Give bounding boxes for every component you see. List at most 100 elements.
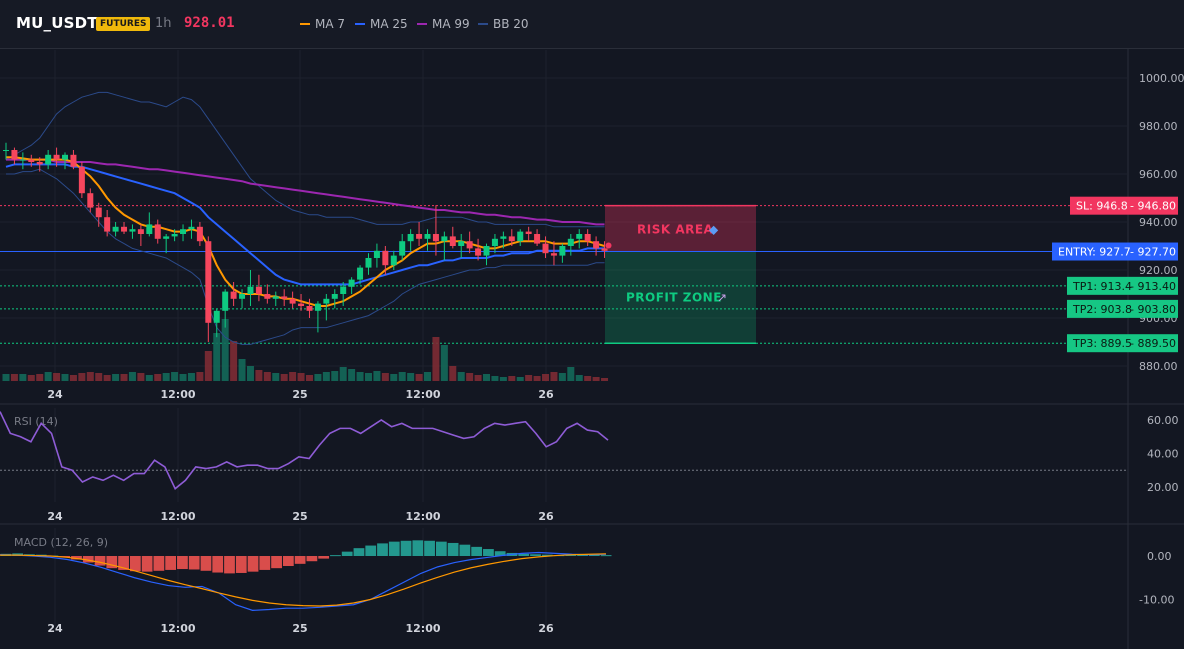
candle-body [95, 207, 102, 218]
candle-body [230, 291, 237, 299]
macd-axis-tick: 0.00 [1147, 550, 1172, 563]
macd-time-tick: 12:00 [405, 622, 440, 635]
candle-body [323, 298, 330, 304]
ma99-swatch-icon [417, 23, 427, 25]
price-axis-tick: 980.00 [1139, 120, 1178, 133]
rsi-axis-tick: 60.00 [1147, 414, 1179, 427]
volume-bar [474, 375, 482, 381]
macd-histogram-bar [412, 540, 424, 556]
volume-bar [246, 366, 254, 381]
legend-ma7[interactable]: MA 7 [300, 17, 345, 31]
candle-body [28, 159, 35, 162]
macd-histogram-bar [471, 546, 483, 556]
volume-bar [297, 373, 305, 381]
rsi-time-tick: 25 [292, 510, 307, 523]
volume-bar [305, 375, 313, 381]
volume-bar [364, 373, 372, 381]
price-tags: SL: 946.8- 946.80 ENTRY: 927.7- 927.70 TP1… [1052, 196, 1178, 353]
macd-histogram-bar [518, 553, 530, 556]
volume-bar [27, 375, 35, 381]
candle-body [255, 286, 262, 294]
macd-histogram-bar [459, 544, 471, 556]
candle-body [416, 234, 423, 239]
bb-upper-line [5, 91, 605, 228]
volume-bar [78, 373, 86, 381]
macd-histogram-bar [235, 556, 247, 573]
volume-bar [53, 373, 61, 381]
candle-body [121, 226, 128, 232]
legend-bb20[interactable]: BB 20 [478, 17, 529, 31]
macd-histogram-bar [94, 556, 106, 566]
volume-bars [2, 319, 609, 381]
candle-body [196, 226, 203, 242]
candle-body [584, 234, 591, 242]
candle-body [407, 234, 414, 242]
take-profit-tag-1-axis-value: - 913.40 [1130, 280, 1176, 293]
ma7-swatch-icon [300, 23, 310, 25]
rsi-title: RSI (14) [14, 415, 58, 428]
volume-bar [36, 374, 44, 381]
candle-body [559, 246, 566, 256]
volume-bar [10, 374, 18, 381]
volume-bar [103, 375, 111, 381]
volume-bar [525, 375, 533, 381]
volume-bar [137, 373, 145, 381]
macd-signal-line [0, 553, 607, 607]
volume-bar [187, 373, 195, 381]
candle-body [525, 231, 532, 234]
candle-body [424, 234, 431, 239]
macd-histogram-bar [494, 551, 506, 556]
macd-panel: MACD (12, 26, 9) [0, 536, 612, 611]
rsi-time-tick: 12:00 [405, 510, 440, 523]
volume-bar [415, 374, 423, 381]
macd-histogram-bar [353, 548, 365, 556]
futures-badge: FUTURES [96, 17, 151, 31]
candle-body [298, 303, 305, 306]
risk-area-zone [605, 205, 756, 252]
profit-zone [605, 251, 756, 344]
take-profit-tag-3-label: TP3: 889.5 [1072, 337, 1132, 350]
candle-body [45, 154, 52, 165]
macd-histogram-bar [447, 542, 459, 556]
candle-body [171, 234, 178, 237]
volume-bar [601, 378, 609, 381]
macd-histogram-bar [71, 556, 82, 560]
price-axis-tick: 960.00 [1139, 168, 1178, 181]
candle-body [188, 226, 195, 230]
volume-bar [289, 372, 297, 381]
candle-body [348, 279, 355, 287]
legend-ma99-label: MA 99 [432, 17, 470, 31]
candle-body [78, 166, 85, 194]
macd-time-tick: 24 [47, 622, 63, 635]
rsi-time-tick: 12:00 [160, 510, 195, 523]
macd-histogram-bar [400, 540, 412, 556]
symbol-title[interactable]: MU_USDT [16, 14, 98, 32]
trade-levels [0, 205, 1128, 344]
candle-body [281, 296, 288, 299]
volume-bar [584, 376, 592, 381]
macd-histogram-bar [153, 556, 165, 571]
bollinger-bands [5, 91, 605, 345]
volume-bar [381, 373, 389, 381]
macd-histogram-bar [129, 556, 141, 572]
volume-bar [95, 373, 103, 381]
risk-area-label: RISK AREA [637, 223, 714, 237]
stop-loss-tag-bg [1070, 196, 1178, 215]
candle-body [87, 193, 94, 208]
legend-ma25[interactable]: MA 25 [355, 17, 408, 31]
main-time-tick: 26 [538, 388, 554, 401]
candle-body [146, 224, 153, 234]
legend-ma99[interactable]: MA 99 [417, 17, 470, 31]
macd-histogram-bar [224, 556, 235, 574]
volume-bar [516, 377, 524, 381]
candle-body [264, 294, 271, 299]
candle-body [331, 294, 338, 299]
price-axis-tick: 920.00 [1139, 264, 1178, 277]
candle-body [213, 310, 220, 323]
candle-body [593, 241, 600, 249]
volume-bar [196, 372, 204, 381]
macd-histogram-bar [588, 554, 600, 556]
candle-body [365, 258, 372, 268]
timeframe-label[interactable]: 1h [155, 16, 172, 31]
